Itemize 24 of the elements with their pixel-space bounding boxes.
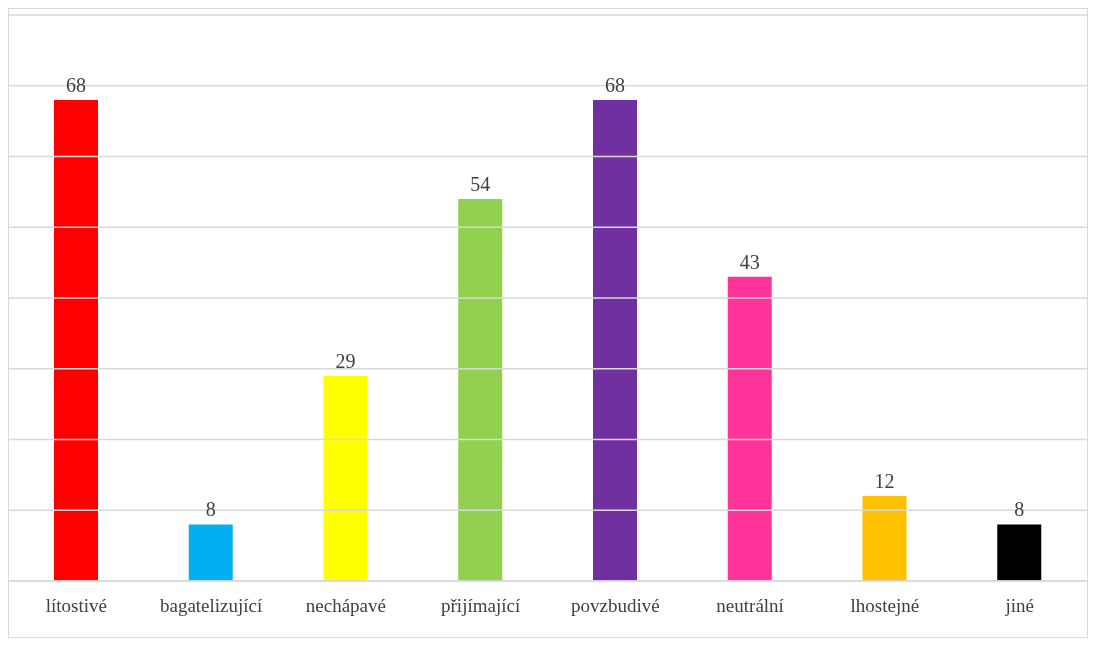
- x-tick-label: neutrální: [716, 595, 785, 617]
- x-tick-label: jiné: [1004, 595, 1034, 617]
- bar: [323, 375, 368, 581]
- bar: [188, 524, 233, 581]
- data-label: 12: [874, 470, 895, 493]
- data-label: 8: [205, 498, 216, 521]
- data-label: 43: [739, 250, 760, 273]
- x-tick-label: bagatelizující: [159, 595, 264, 617]
- bar: [593, 99, 637, 581]
- x-tick-label: přijímající: [441, 595, 521, 617]
- data-label: 68: [66, 73, 86, 96]
- x-tick-label: lhostejné: [850, 595, 920, 617]
- bar: [862, 496, 907, 581]
- data-label: 68: [605, 73, 625, 96]
- x-tick-label: lítostivé: [45, 595, 107, 617]
- bar: [458, 198, 503, 581]
- bar: [727, 276, 772, 581]
- bar: [997, 524, 1042, 581]
- x-tick-label: nechápavé: [305, 595, 386, 617]
- x-tick-label: povzbudivé: [571, 595, 660, 617]
- data-label: 8: [1014, 498, 1025, 521]
- bar: [54, 99, 98, 581]
- data-label: 29: [335, 349, 356, 372]
- data-label: 54: [470, 172, 491, 195]
